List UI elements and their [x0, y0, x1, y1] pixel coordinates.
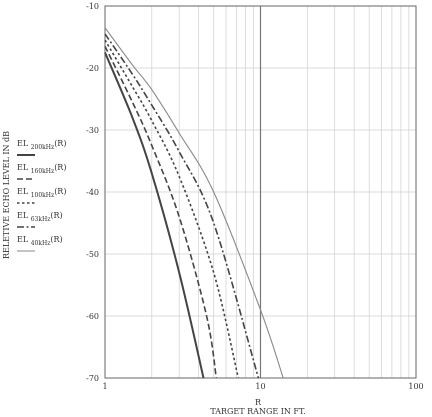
- y-axis-title: RELETIVE ECHO LEVEL IN dB: [2, 131, 11, 259]
- y-tick-label: -10: [86, 2, 99, 11]
- series-line-100kHz: [104, 39, 240, 379]
- legend: EL 200kHz(R) EL 160kHz(R) EL 100kHz(R) EL 6…: [17, 139, 66, 252]
- series-line-63kHz: [104, 33, 260, 379]
- x-tick-label: 1: [102, 382, 107, 391]
- y-tick-label: -50: [86, 250, 99, 259]
- legend-label-63kHz: EL 63kHz(R): [17, 211, 63, 223]
- tick-labels: -10 -20 -30 -40 -50 -60 -701 10 100: [86, 2, 424, 391]
- x-axis-title: TARGET RANGE IN FT.: [210, 407, 305, 416]
- y-tick-label: -60: [86, 312, 99, 321]
- x-tick-label: 100: [408, 382, 423, 391]
- series-line-160kHz: [104, 45, 218, 379]
- series-lines: [104, 27, 284, 379]
- series-line-200kHz: [104, 52, 205, 379]
- legend-label-160kHz: EL 160kHz(R): [17, 163, 66, 175]
- y-tick-label: -30: [86, 126, 99, 135]
- legend-label-100kHz: EL 100kHz(R): [17, 187, 66, 199]
- legend-label-40kHz: EL 40kHz(R): [17, 235, 63, 247]
- y-tick-label: -70: [86, 374, 99, 383]
- y-tick-label: -20: [86, 64, 99, 73]
- y-tick-label: -40: [86, 188, 99, 197]
- legend-label-200kHz: EL 200kHz(R): [17, 139, 66, 151]
- x-tick-label: 10: [255, 382, 265, 391]
- x-axis-variable: R: [255, 398, 262, 407]
- series-line-40kHz: [104, 27, 284, 379]
